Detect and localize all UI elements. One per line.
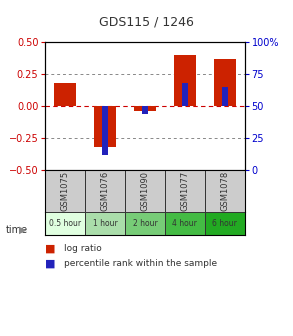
Bar: [165, 170, 205, 212]
Bar: [45, 212, 85, 235]
Bar: [205, 212, 245, 235]
Bar: [174, 55, 196, 106]
Bar: [102, 106, 108, 155]
Bar: [125, 212, 165, 235]
Bar: [125, 170, 165, 212]
Text: 2 hour: 2 hour: [133, 219, 157, 228]
Bar: [205, 170, 245, 212]
Bar: [142, 106, 148, 114]
Text: GSM1075: GSM1075: [61, 171, 70, 211]
Bar: [182, 83, 188, 106]
Bar: [165, 212, 205, 235]
Text: 6 hour: 6 hour: [212, 219, 237, 228]
Bar: [54, 83, 76, 106]
Text: 1 hour: 1 hour: [93, 219, 117, 228]
Bar: [94, 106, 116, 147]
Text: time: time: [6, 225, 28, 235]
Bar: [222, 87, 228, 106]
Text: GSM1077: GSM1077: [180, 171, 189, 211]
Bar: [85, 170, 125, 212]
Bar: [45, 170, 85, 212]
Text: log ratio: log ratio: [64, 244, 102, 253]
Text: GDS115 / 1246: GDS115 / 1246: [99, 15, 194, 29]
Text: ■: ■: [45, 259, 56, 269]
Text: 4 hour: 4 hour: [173, 219, 197, 228]
Text: ■: ■: [45, 244, 56, 254]
Bar: [85, 212, 125, 235]
Text: 0.5 hour: 0.5 hour: [49, 219, 81, 228]
Bar: [134, 106, 156, 111]
Text: GSM1078: GSM1078: [220, 171, 229, 211]
Bar: [214, 59, 236, 106]
Text: percentile rank within the sample: percentile rank within the sample: [64, 259, 218, 268]
Text: GSM1076: GSM1076: [101, 171, 110, 211]
Text: ▶: ▶: [19, 225, 27, 235]
Text: GSM1090: GSM1090: [141, 171, 149, 211]
